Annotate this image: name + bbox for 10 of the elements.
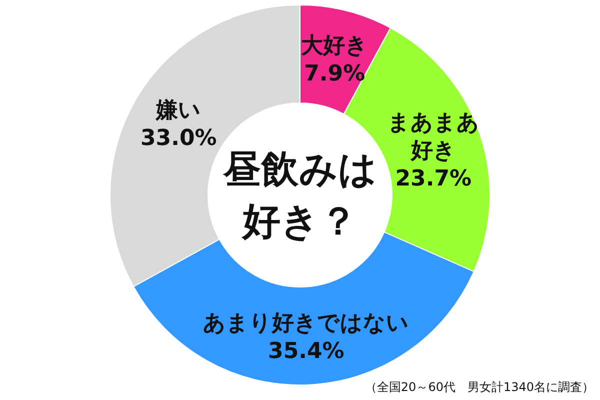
data-label: 23.7% (395, 166, 472, 192)
slice-label: まあまあ好き (387, 110, 480, 164)
data-label: 33.0% (140, 126, 217, 152)
slice-label: あまり好きではない (203, 310, 410, 336)
slice-label: 嫌い (155, 98, 202, 124)
data-label: 7.9% (304, 61, 366, 86)
slice-label: 大好き (301, 33, 368, 58)
text: （全国20～60代 男女計1340名に調査） (364, 379, 594, 396)
text: 昼飲みは好き？ (223, 147, 377, 243)
data-label: 35.4% (268, 338, 344, 364)
